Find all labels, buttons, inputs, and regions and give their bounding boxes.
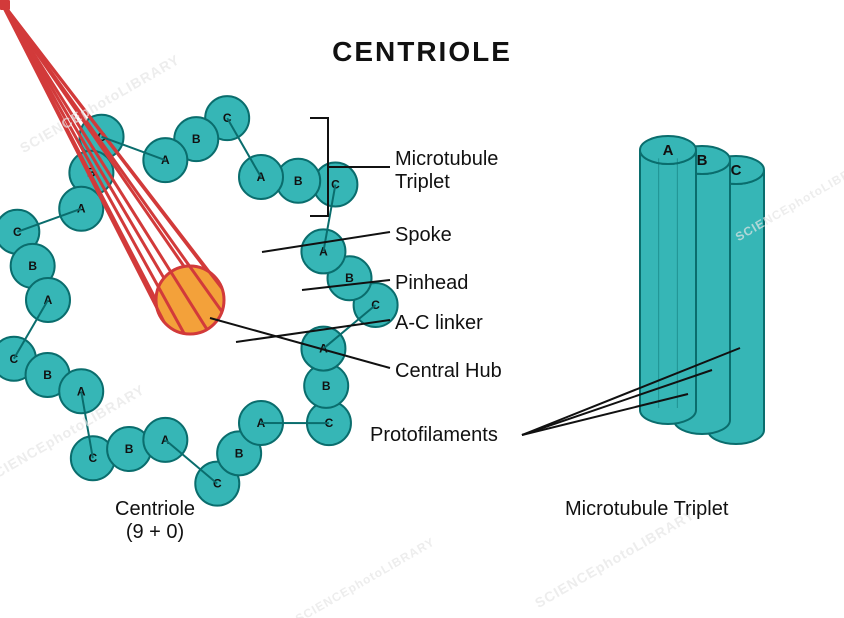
tubule-label: C <box>213 477 222 491</box>
tube-body <box>640 150 696 424</box>
tube-label: B <box>697 152 708 169</box>
tubule-label: B <box>43 368 52 382</box>
tubule-label: B <box>345 271 354 285</box>
protofilaments_lbl: Protofilaments <box>370 424 498 447</box>
pinhead_lbl: Pinhead <box>395 272 468 295</box>
spoke_lbl: Spoke <box>395 224 452 247</box>
diagram-stage: CENTRIOLE CBACBACBACBACBACBACBACBACBACBA… <box>0 0 844 618</box>
tube-label: A <box>663 142 674 159</box>
central_hub_lbl: Central Hub <box>395 360 502 383</box>
microtubule_triplet_lbl: Microtubule Triplet <box>395 148 498 194</box>
ac-linker <box>165 440 217 484</box>
tubule-label: A <box>77 202 86 216</box>
tubule-label: B <box>235 446 244 460</box>
ac_linker_lbl: A-C linker <box>395 312 483 335</box>
tubule-label: C <box>331 178 340 192</box>
tubule-label: B <box>322 379 331 393</box>
pinhead <box>0 0 10 10</box>
centriole_caption: Centriole (9 + 0) <box>115 498 195 544</box>
ac-linker <box>323 305 375 349</box>
central_hub_lbl-leader <box>210 318 390 368</box>
tubule-label: A <box>161 153 170 167</box>
tube-label: C <box>731 162 742 179</box>
triplet-3d: C B A <box>640 136 764 444</box>
tubule-label: B <box>28 259 37 273</box>
tubule-label: B <box>192 132 201 146</box>
tubule-label: B <box>294 174 303 188</box>
tubule-label: B <box>125 442 134 456</box>
triplet_caption: Microtubule Triplet <box>565 498 728 521</box>
tubule-label: C <box>89 451 98 465</box>
tubule-label: C <box>371 298 380 312</box>
